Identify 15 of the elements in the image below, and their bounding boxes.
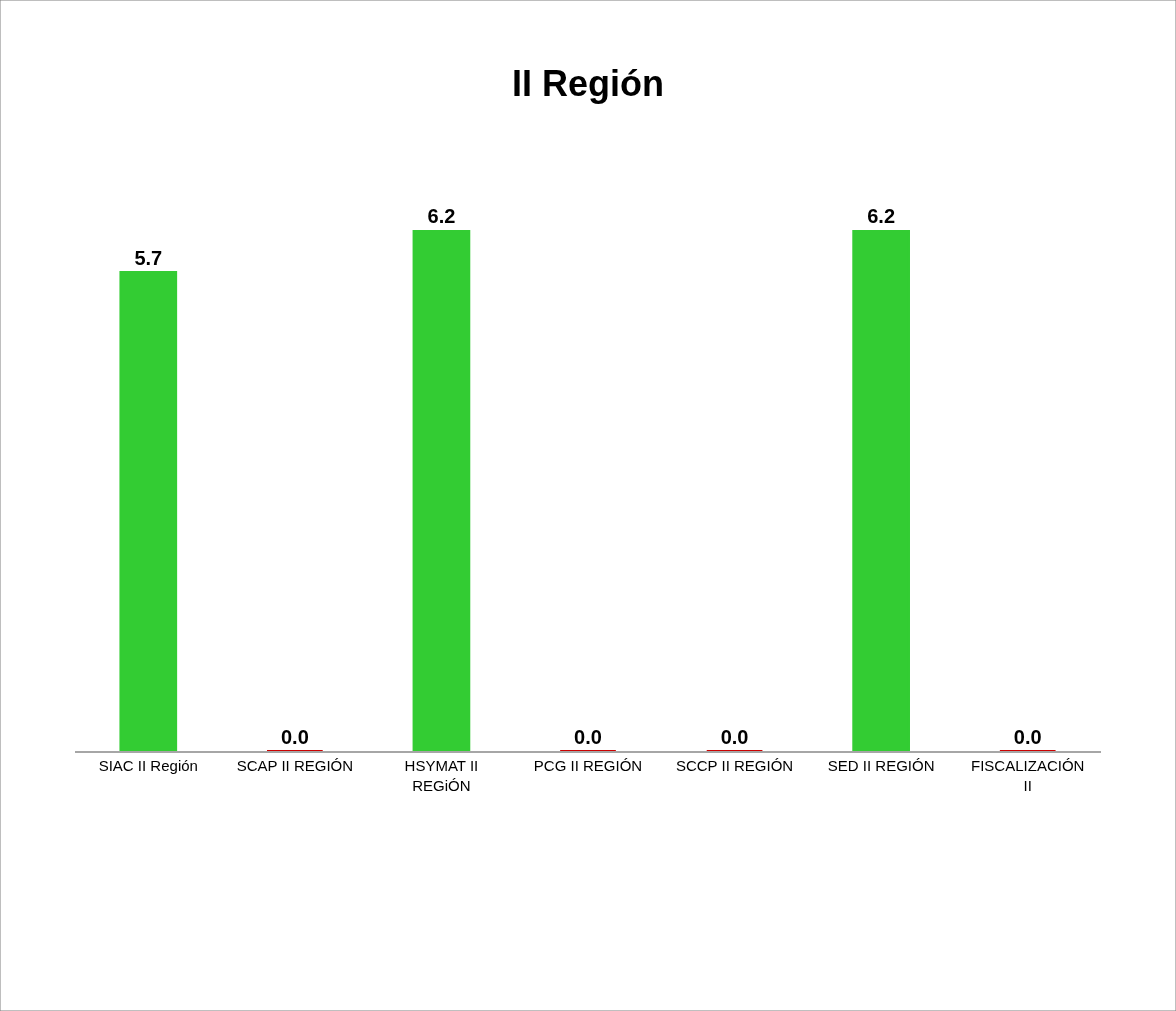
data-label: 6.2 <box>867 205 896 227</box>
x-tick-label: SED II REGIÓN <box>827 757 935 774</box>
data-label: 0.0 <box>1013 726 1042 748</box>
chart-title: II Región <box>512 62 664 104</box>
data-label: 6.2 <box>427 205 456 227</box>
x-tick-label: SIAC II Región <box>98 757 198 774</box>
x-tick-label: FISCALIZACIÓN II <box>971 757 1085 794</box>
x-tick-label: PCG II REGIÓN <box>533 757 643 774</box>
data-label: 0.0 <box>280 726 309 748</box>
x-tick-label: SCCP II REGIÓN <box>675 757 794 774</box>
x-tick-label: SCAP II REGIÓN <box>236 757 354 774</box>
data-label: 5.7 <box>134 247 163 270</box>
data-label: 0.0 <box>720 726 749 748</box>
data-label: 0.0 <box>574 726 602 748</box>
x-tick-label: HSYMAT II REGiÓN <box>404 757 479 794</box>
